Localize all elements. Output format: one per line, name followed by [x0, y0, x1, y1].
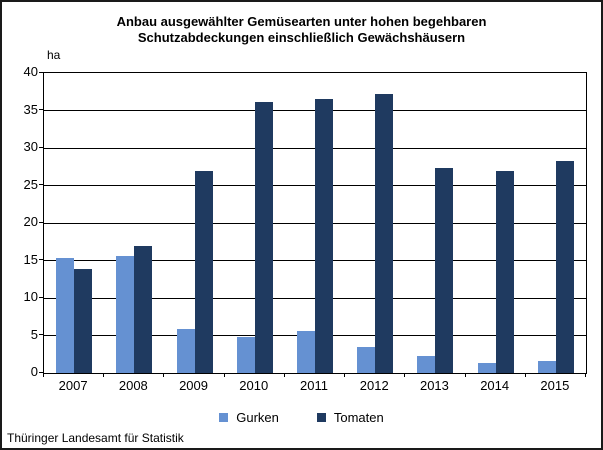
legend-label-tomaten: Tomaten	[333, 410, 384, 425]
bar-gurken-2008	[116, 256, 135, 373]
legend-item-tomaten: Tomaten	[316, 410, 384, 425]
x-tick-label-2011: 2011	[300, 378, 328, 393]
x-tick-mark-4	[283, 373, 285, 377]
y-tick-mark-10	[39, 296, 44, 298]
legend: Gurken Tomaten	[2, 410, 601, 425]
bar-gurken-2013	[417, 356, 436, 373]
y-tick-mark-5	[39, 334, 44, 335]
y-tick-mark-25	[39, 184, 44, 185]
x-tick-mark-8	[524, 373, 526, 377]
y-tick-mark-30	[39, 146, 44, 148]
chart-title-line2: Schutzabdeckungen einschließlich Gewächs…	[137, 30, 466, 45]
x-tick-mark-7	[464, 373, 466, 377]
x-tick-label-2015: 2015	[540, 378, 570, 393]
y-tick-mark-35	[39, 109, 44, 110]
y-tick-label-20: 20	[23, 214, 38, 229]
x-tick-mark-9	[585, 373, 586, 377]
bar-gurken-2009	[176, 329, 195, 373]
y-tick-label-40: 40	[23, 64, 38, 79]
x-tick-label-2007: 2007	[58, 378, 88, 393]
bar-tomaten-2007	[74, 269, 93, 373]
y-tick-label-0: 0	[30, 364, 38, 379]
y-tick-mark-0	[39, 371, 44, 373]
x-tick-label-2009: 2009	[179, 378, 208, 393]
bar-tomaten-2015	[555, 161, 574, 373]
chart-title-line1: Anbau ausgewählter Gemüsearten unter hoh…	[116, 14, 487, 29]
x-tick-label-2014: 2014	[480, 378, 510, 393]
bar-tomaten-2009	[194, 171, 213, 373]
x-tick-mark-5	[344, 373, 346, 377]
y-tick-label-15: 15	[23, 251, 38, 267]
y-axis-unit-label: ha	[47, 48, 61, 62]
bar-gurken-2015	[537, 361, 556, 373]
bar-gurken-2012	[357, 347, 376, 373]
legend-swatch-tomaten	[316, 413, 326, 422]
x-tick-mark-3	[223, 373, 225, 377]
x-tick-mark-0	[43, 373, 44, 377]
y-tick-label-35: 35	[23, 101, 38, 117]
y-tick-label-25: 25	[23, 176, 38, 192]
x-tick-label-2008: 2008	[118, 378, 148, 393]
legend-label-gurken: Gurken	[236, 410, 279, 425]
y-tick-mark-15	[39, 259, 44, 260]
bar-gurken-2011	[297, 331, 315, 373]
x-tick-mark-2	[163, 373, 165, 377]
legend-swatch-gurken	[219, 413, 229, 422]
bar-gurken-2014	[477, 363, 496, 373]
x-tick-mark-1	[103, 373, 105, 377]
y-tick-label-30: 30	[23, 139, 38, 154]
bar-tomaten-2010	[254, 102, 273, 373]
bar-tomaten-2011	[315, 99, 333, 373]
x-tick-mark-6	[404, 373, 406, 377]
legend-item-gurken: Gurken	[219, 410, 279, 425]
bar-tomaten-2012	[375, 94, 394, 373]
bar-tomaten-2014	[495, 171, 514, 373]
y-tick-mark-20	[39, 221, 44, 223]
y-tick-mark-40	[39, 71, 44, 73]
plot-area	[43, 72, 587, 374]
source-label: Thüringer Landesamt für Statistik	[7, 431, 184, 445]
x-tick-label-2010: 2010	[239, 378, 269, 393]
bar-gurken-2010	[236, 337, 255, 373]
y-tick-label-10: 10	[23, 289, 38, 304]
bar-tomaten-2008	[134, 246, 153, 373]
bar-tomaten-2013	[435, 168, 454, 373]
bar-gurken-2007	[56, 258, 75, 373]
chart-title: Anbau ausgewählter Gemüsearten unter hoh…	[2, 14, 601, 46]
y-tick-label-5: 5	[30, 326, 38, 342]
x-tick-label-2012: 2012	[359, 378, 389, 393]
x-tick-label-2013: 2013	[419, 378, 449, 393]
